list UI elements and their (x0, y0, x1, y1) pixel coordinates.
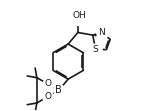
Text: O: O (44, 79, 51, 88)
Text: O: O (44, 92, 51, 101)
Text: S: S (93, 45, 98, 54)
Text: B: B (55, 85, 62, 95)
Text: OH: OH (72, 11, 86, 20)
Text: N: N (98, 28, 105, 37)
